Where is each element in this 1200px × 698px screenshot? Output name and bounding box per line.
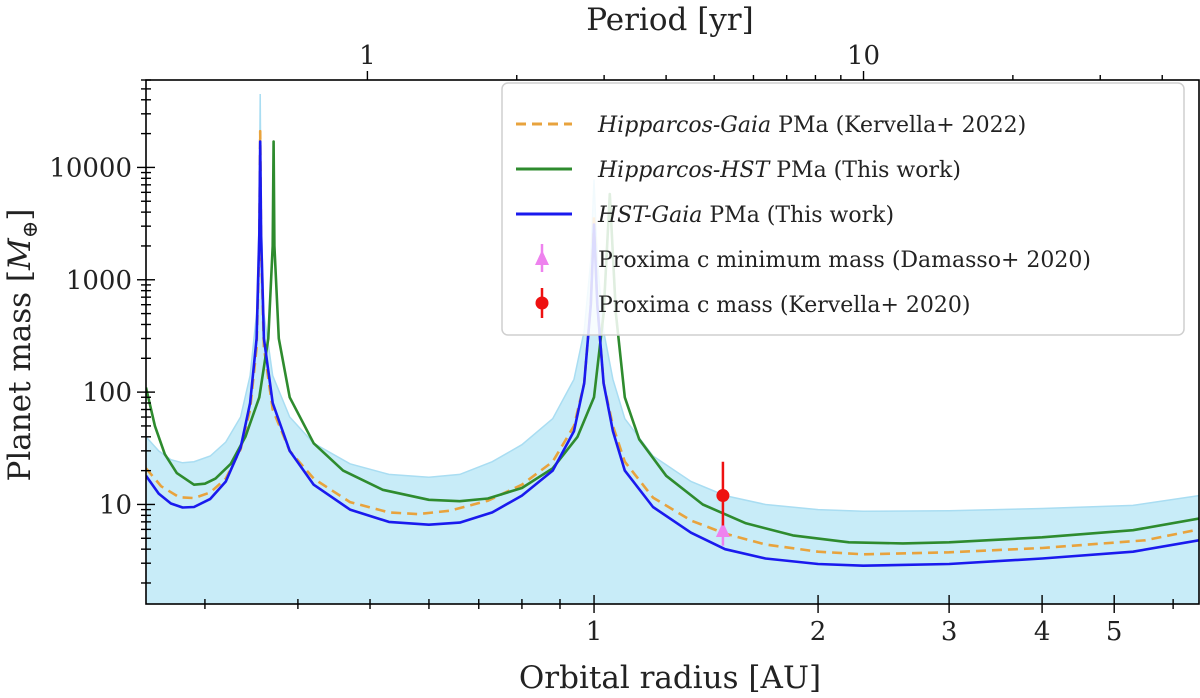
top-tick-label: 10 xyxy=(847,41,880,71)
envelope-edge xyxy=(146,93,1199,513)
top-axis-label: Period [yr] xyxy=(586,2,753,38)
series-hipparcos-hst-line xyxy=(146,140,1199,545)
y-tick-label: 10000 xyxy=(49,153,132,183)
legend: Hipparcos-Gaia PMa (Kervella+ 2022) Hipp… xyxy=(501,82,1185,336)
y-tick-label: 10 xyxy=(99,490,132,520)
legend-frame xyxy=(501,82,1185,336)
x-tick-label: 1 xyxy=(586,617,603,647)
proxima-c-mass-point xyxy=(716,461,730,526)
top-tick-label: 1 xyxy=(359,41,376,71)
x-axis-label: Orbital radius [AU] xyxy=(519,660,821,696)
legend-marker-mass xyxy=(535,288,549,318)
y-axis-label: Planet mass [M⊕] xyxy=(2,209,42,482)
legend-label-hst-gaia: HST-Gaia PMa (This work) xyxy=(597,203,894,228)
axes-layer xyxy=(145,79,1200,605)
y-axis-label-subscript: ⊕ xyxy=(18,221,42,239)
x-tick-label: 3 xyxy=(941,617,958,647)
x-tick-label: 2 xyxy=(810,617,827,647)
series-hst-gaia-line xyxy=(146,140,1199,567)
legend-marker-min-mass xyxy=(535,244,549,272)
legend-label-mass: Proxima c mass (Kervella+ 2020) xyxy=(598,293,970,318)
x-tick-label: 5 xyxy=(1106,617,1123,647)
y-tick-label: 1000 xyxy=(66,266,132,296)
y-axis-label-text: Planet mass [ xyxy=(2,270,38,482)
point-marker xyxy=(715,522,730,538)
point-marker xyxy=(716,489,730,503)
y-axis-label-symbol: M xyxy=(2,237,38,271)
x-tick-label: 4 xyxy=(1034,617,1051,647)
y-tick-label: 100 xyxy=(82,378,132,408)
axes-frame xyxy=(145,79,1200,605)
plot-data-layer xyxy=(146,93,1199,604)
series-hipparcos-gaia-line xyxy=(146,129,1199,556)
legend-label-min-mass: Proxima c minimum mass (Damasso+ 2020) xyxy=(598,248,1091,273)
legend-label-hipparcos-hst: Hipparcos-HST PMa (This work) xyxy=(597,158,961,183)
y-axis-label-close: ] xyxy=(2,209,38,221)
legend-label-hipparcos-gaia: Hipparcos-Gaia PMa (Kervella+ 2022) xyxy=(597,113,1026,138)
ticks-layer: 1 2 3 4 5 10 100 1000 10000 1 10 xyxy=(49,41,1174,647)
